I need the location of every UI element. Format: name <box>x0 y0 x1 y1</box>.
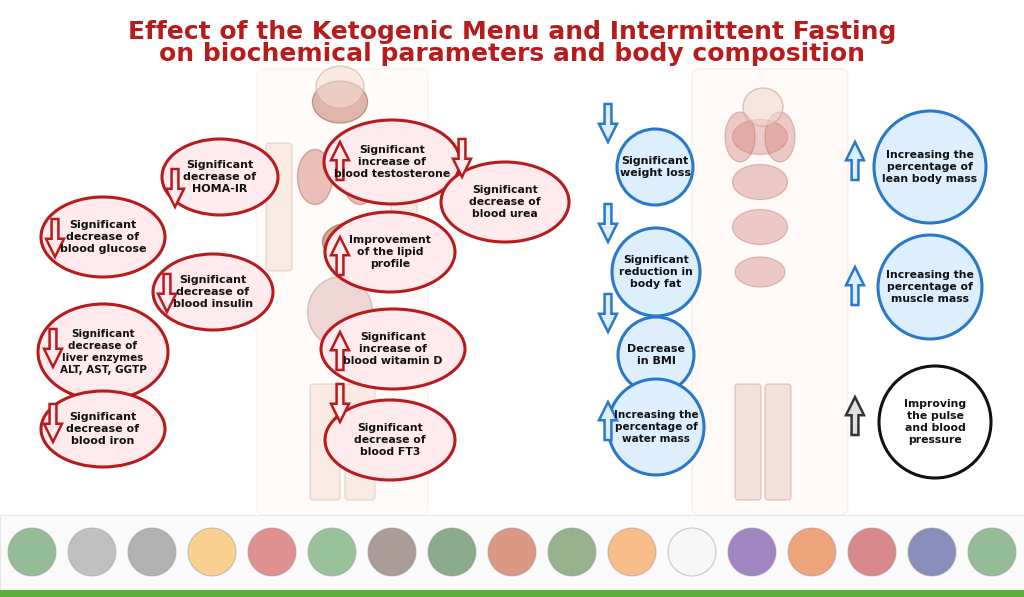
FancyBboxPatch shape <box>692 69 848 515</box>
Ellipse shape <box>488 528 536 576</box>
Polygon shape <box>166 169 184 207</box>
Ellipse shape <box>428 528 476 576</box>
Circle shape <box>874 111 986 223</box>
Polygon shape <box>46 219 63 257</box>
Ellipse shape <box>342 149 378 205</box>
Polygon shape <box>331 384 349 422</box>
Text: Significant
decrease of
blood iron: Significant decrease of blood iron <box>67 412 139 446</box>
Bar <box>0 515 1024 590</box>
Bar <box>0 590 1024 597</box>
Text: Significant
decrease of
blood FT3: Significant decrease of blood FT3 <box>354 423 426 457</box>
Text: Decrease
in BMI: Decrease in BMI <box>627 344 685 366</box>
FancyBboxPatch shape <box>735 384 761 500</box>
Text: Increasing the
percentage of
water mass: Increasing the percentage of water mass <box>613 410 698 444</box>
Ellipse shape <box>788 528 836 576</box>
Polygon shape <box>44 329 62 367</box>
Ellipse shape <box>735 257 785 287</box>
Ellipse shape <box>668 528 716 576</box>
Polygon shape <box>846 267 864 305</box>
Ellipse shape <box>608 528 656 576</box>
Ellipse shape <box>162 139 278 215</box>
Ellipse shape <box>732 165 787 199</box>
Ellipse shape <box>8 528 56 576</box>
Text: Increasing the
percentage of
muscle mass: Increasing the percentage of muscle mass <box>886 270 974 304</box>
Ellipse shape <box>325 400 455 480</box>
Text: Significant
increase of
blood witamin D: Significant increase of blood witamin D <box>343 332 442 366</box>
Circle shape <box>878 235 982 339</box>
FancyBboxPatch shape <box>310 384 340 500</box>
Ellipse shape <box>321 309 465 389</box>
Ellipse shape <box>732 210 787 245</box>
Ellipse shape <box>38 304 168 400</box>
Ellipse shape <box>316 66 364 108</box>
Circle shape <box>617 129 693 205</box>
Ellipse shape <box>725 112 755 162</box>
Polygon shape <box>331 237 349 275</box>
Text: Significant
decrease of
blood insulin: Significant decrease of blood insulin <box>173 275 253 309</box>
Ellipse shape <box>323 223 378 261</box>
Text: Improving
the pulse
and blood
pressure: Improving the pulse and blood pressure <box>904 399 966 445</box>
Ellipse shape <box>312 81 368 123</box>
Ellipse shape <box>248 528 296 576</box>
Polygon shape <box>158 274 176 312</box>
Polygon shape <box>599 294 617 332</box>
Ellipse shape <box>548 528 596 576</box>
Ellipse shape <box>728 528 776 576</box>
Text: Significant
decrease of
blood urea: Significant decrease of blood urea <box>469 185 541 219</box>
Ellipse shape <box>732 119 787 155</box>
Polygon shape <box>599 402 617 440</box>
Text: on biochemical parameters and body composition: on biochemical parameters and body compo… <box>159 42 865 66</box>
Ellipse shape <box>368 528 416 576</box>
Circle shape <box>608 379 705 475</box>
Text: Significant
decrease of
liver enzymes
ALT, AST, GGTP: Significant decrease of liver enzymes AL… <box>59 329 146 375</box>
FancyBboxPatch shape <box>266 143 292 271</box>
Polygon shape <box>599 204 617 242</box>
Text: Significant
decrease of
blood glucose: Significant decrease of blood glucose <box>59 220 146 254</box>
Circle shape <box>618 317 694 393</box>
Ellipse shape <box>307 277 373 347</box>
Ellipse shape <box>968 528 1016 576</box>
Text: Improvement
of the lipid
profile: Improvement of the lipid profile <box>349 235 431 269</box>
Circle shape <box>612 228 700 316</box>
Circle shape <box>879 366 991 478</box>
Ellipse shape <box>188 528 236 576</box>
Polygon shape <box>331 142 349 180</box>
Ellipse shape <box>41 197 165 277</box>
Ellipse shape <box>41 391 165 467</box>
FancyBboxPatch shape <box>391 143 417 271</box>
Polygon shape <box>599 104 617 142</box>
Ellipse shape <box>325 212 455 292</box>
Ellipse shape <box>908 528 956 576</box>
Polygon shape <box>453 139 471 177</box>
Polygon shape <box>846 397 864 435</box>
Text: Effect of the Ketogenic Menu and Intermittent Fasting: Effect of the Ketogenic Menu and Intermi… <box>128 20 896 44</box>
Ellipse shape <box>308 528 356 576</box>
Ellipse shape <box>153 254 273 330</box>
Ellipse shape <box>298 149 333 205</box>
Ellipse shape <box>765 112 795 162</box>
Ellipse shape <box>324 120 460 204</box>
Ellipse shape <box>128 528 176 576</box>
Text: Significant
weight loss: Significant weight loss <box>620 156 690 178</box>
Ellipse shape <box>441 162 569 242</box>
Text: Significant
reduction in
body fat: Significant reduction in body fat <box>620 255 693 289</box>
Text: Significant
decrease of
HOMA-IR: Significant decrease of HOMA-IR <box>183 160 257 194</box>
Polygon shape <box>331 332 349 370</box>
FancyBboxPatch shape <box>345 384 375 500</box>
Polygon shape <box>846 142 864 180</box>
FancyBboxPatch shape <box>257 69 428 515</box>
Ellipse shape <box>743 88 783 126</box>
Ellipse shape <box>848 528 896 576</box>
Ellipse shape <box>68 528 116 576</box>
Text: Increasing the
percentage of
lean body mass: Increasing the percentage of lean body m… <box>883 150 978 184</box>
Text: Significant
increase of
blood testosterone: Significant increase of blood testostero… <box>334 145 451 179</box>
Polygon shape <box>44 404 62 442</box>
FancyBboxPatch shape <box>765 384 791 500</box>
